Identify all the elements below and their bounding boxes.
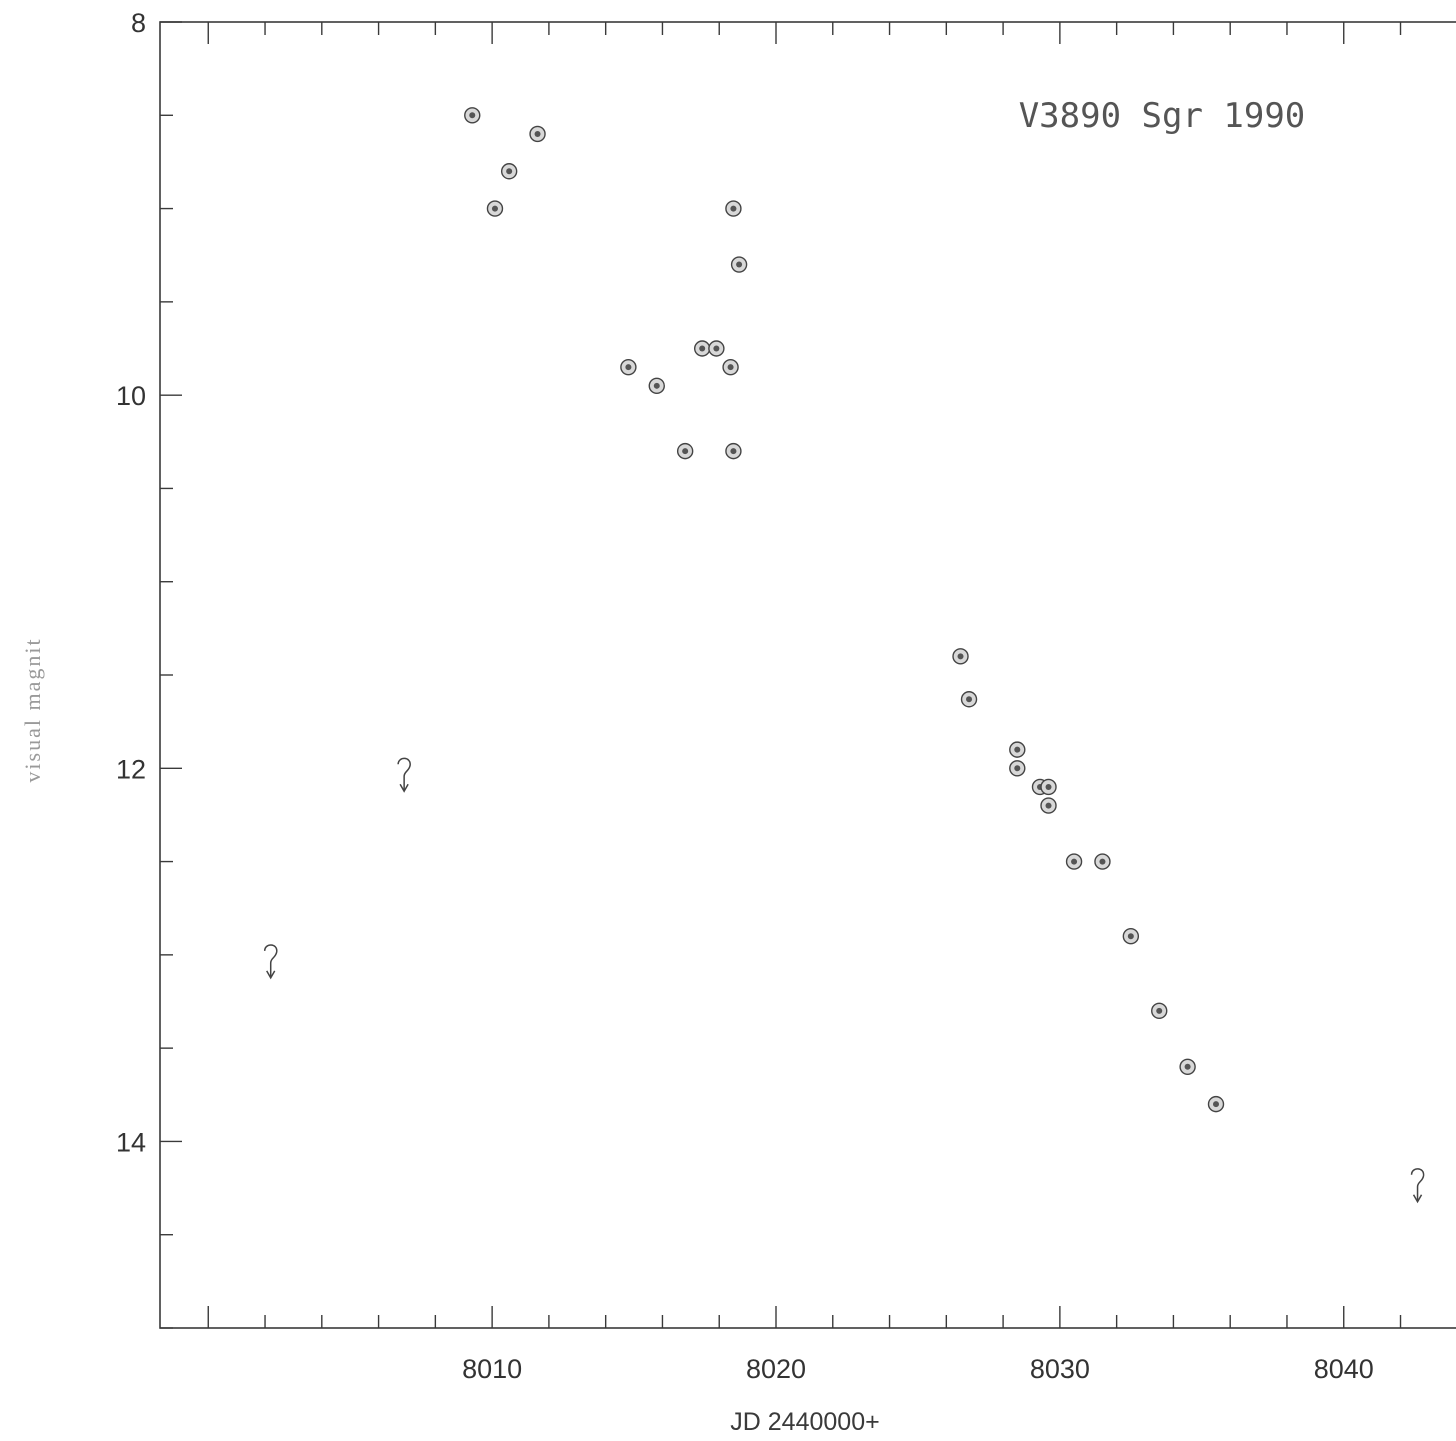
- data-point: [1207, 1095, 1225, 1113]
- data-point-center: [1213, 1101, 1219, 1108]
- data-point-center: [1045, 783, 1052, 790]
- data-point: [1094, 853, 1111, 870]
- data-point-center: [625, 364, 632, 371]
- data-point-center: [1014, 746, 1021, 753]
- upper-limit-hook: [263, 944, 278, 977]
- data-point: [648, 377, 665, 395]
- x-tick-label: 8020: [746, 1354, 806, 1384]
- x-axis-tick-labels: 8010 8020 8030 8040: [462, 1354, 1374, 1384]
- data-point: [725, 442, 742, 460]
- upper-limit-hook: [1410, 1168, 1425, 1201]
- data-point-center: [1071, 858, 1078, 865]
- data-point: [1179, 1058, 1196, 1076]
- data-point: [1009, 741, 1026, 758]
- data-point-center: [506, 168, 513, 175]
- x-axis-label: JD 2440000+: [730, 1408, 879, 1436]
- data-point-center: [1014, 765, 1021, 772]
- y-tick-label: 14: [116, 1127, 146, 1157]
- data-point-center: [491, 205, 498, 212]
- data-point: [693, 340, 711, 357]
- data-point: [500, 163, 518, 180]
- data-point-center: [713, 345, 720, 352]
- y-axis-label: visual magnit: [20, 637, 45, 782]
- data-point-center: [1156, 1007, 1163, 1014]
- data-point: [960, 691, 978, 708]
- data-point-center: [1127, 933, 1134, 940]
- y-tick-label: 10: [116, 381, 146, 411]
- data-point: [1040, 797, 1057, 814]
- data-point: [1040, 778, 1057, 796]
- x-tick-label: 8030: [1030, 1354, 1090, 1384]
- data-point: [676, 442, 694, 460]
- x-axis-ticks: [207, 22, 1402, 1328]
- data-point: [1009, 760, 1026, 777]
- data-point-center: [653, 382, 660, 389]
- data-point: [730, 256, 748, 273]
- data-point-center: [1184, 1063, 1191, 1070]
- data-point-center: [730, 205, 737, 212]
- upper-limit-points: [263, 757, 1425, 1204]
- y-axis-ticks: [160, 21, 182, 1329]
- data-point-center: [957, 653, 964, 660]
- upper-limit-point: [397, 757, 411, 793]
- data-point-center: [699, 345, 706, 352]
- upper-limit-point: [263, 944, 278, 980]
- data-point-center: [736, 261, 743, 268]
- data-point-center: [534, 130, 541, 137]
- y-tick-label: 8: [131, 8, 146, 38]
- data-point: [486, 200, 504, 217]
- upper-limit-arrow: [1412, 1194, 1423, 1204]
- x-tick-label: 8010: [462, 1354, 522, 1384]
- data-point: [529, 125, 546, 143]
- data-point: [722, 358, 739, 376]
- data-point-center: [730, 448, 737, 455]
- data-point-center: [966, 696, 973, 703]
- data-point: [1151, 1002, 1168, 1020]
- plot-frame: [159, 21, 1456, 1329]
- data-point: [708, 340, 725, 357]
- data-point: [1122, 928, 1140, 945]
- observation-points: [464, 107, 1225, 1113]
- data-point: [1065, 853, 1083, 870]
- data-point-center: [727, 364, 734, 371]
- chart-title: V3890 Sgr 1990: [1019, 96, 1306, 136]
- upper-limit-arrow: [399, 783, 409, 793]
- data-point-center: [1099, 858, 1106, 865]
- y-axis-tick-labels: 8 10 12 14: [116, 8, 146, 1157]
- data-point-center: [682, 448, 689, 455]
- upper-limit-arrow: [266, 970, 276, 980]
- data-point: [725, 200, 742, 217]
- data-point-center: [469, 112, 476, 119]
- x-tick-label: 8040: [1314, 1354, 1374, 1384]
- upper-limit-hook: [397, 757, 411, 791]
- data-point: [620, 358, 637, 376]
- data-point: [464, 107, 481, 124]
- upper-limit-point: [1410, 1168, 1425, 1204]
- data-point-center: [1045, 802, 1052, 809]
- y-tick-label: 12: [116, 754, 146, 784]
- data-point: [952, 648, 969, 665]
